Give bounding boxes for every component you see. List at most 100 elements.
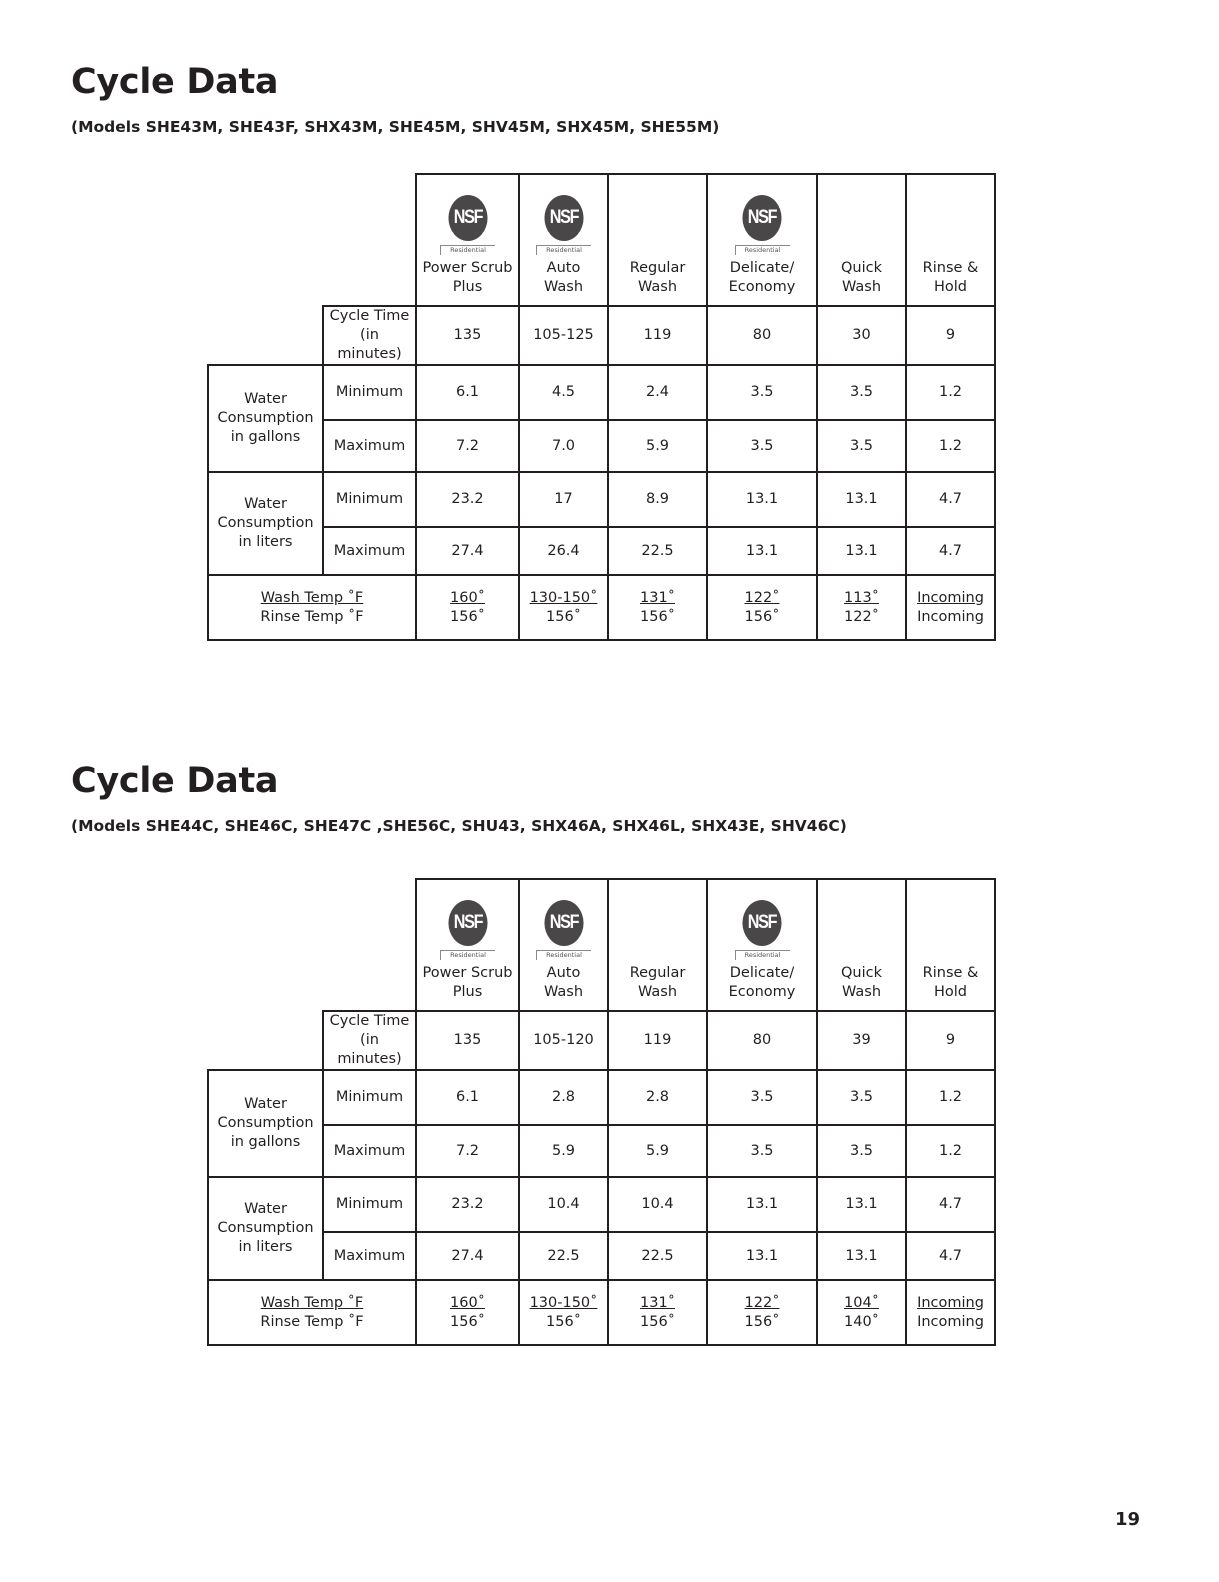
data-cell: 1.2 xyxy=(905,364,996,421)
data-cell: 6.1 xyxy=(415,1069,520,1126)
temp-label: Wash Temp ˚F Rinse Temp ˚F xyxy=(207,574,417,641)
data-cell: 3.5 xyxy=(816,364,907,421)
data-cell: 13.1 xyxy=(816,526,907,576)
data-cell: 30 xyxy=(816,305,907,366)
data-cell: 27.4 xyxy=(415,1231,520,1281)
cycle-data-table: NSF Residential Power Scrub Plus NSF Residen… xyxy=(207,878,996,1346)
data-cell: 105-120 xyxy=(518,1010,609,1071)
cycle-data-table: NSF Residential Power Scrub Plus NSF Residen… xyxy=(207,173,996,641)
data-cell: 13.1 xyxy=(816,1176,907,1233)
nsf-logo: NSF Residential xyxy=(520,195,607,255)
row-label: Minimum xyxy=(322,1069,417,1126)
temp-cell: Incoming Incoming xyxy=(905,1279,996,1346)
table-row: Water Consumption in liters Minimum 23.2 17… xyxy=(207,471,996,576)
data-cell: 7.2 xyxy=(415,419,520,473)
table-row: Maximum 7.2 5.9 5.9 3.5 3.5 1.2 xyxy=(208,1124,996,1178)
column-header: Quick Wash xyxy=(816,173,907,307)
header-row: NSF Residential Power Scrub Plus NSF Residen… xyxy=(208,173,996,307)
row-label: Cycle Time (in minutes) xyxy=(322,305,417,366)
data-cell: 5.9 xyxy=(518,1124,609,1178)
data-cell: 5.9 xyxy=(607,419,708,473)
temp-cell: 104˚ 140˚ xyxy=(816,1279,907,1346)
data-cell: 3.5 xyxy=(816,419,907,473)
data-cell: 135 xyxy=(415,305,520,366)
data-cell: 13.1 xyxy=(816,471,907,528)
data-cell: 4.5 xyxy=(518,364,609,421)
temp-cell: 130-150˚ 156˚ xyxy=(518,1279,609,1346)
models-subtitle: (Models SHE43M, SHE43F, SHX43M, SHE45M, … xyxy=(71,118,720,136)
data-cell: 4.7 xyxy=(905,471,996,528)
table-row: Maximum 27.4 26.4 22.5 13.1 13.1 4.7 xyxy=(208,526,996,576)
data-cell: 10.4 xyxy=(607,1176,708,1233)
row-label: Maximum xyxy=(322,526,417,576)
data-cell: 13.1 xyxy=(706,1231,818,1281)
data-cell: 22.5 xyxy=(607,526,708,576)
nsf-logo: NSF Residential xyxy=(417,195,518,255)
data-cell: 119 xyxy=(607,305,708,366)
models-subtitle: (Models SHE44C, SHE46C, SHE47C ,SHE56C, … xyxy=(71,817,847,835)
table-row: Maximum 27.4 22.5 22.5 13.1 13.1 4.7 xyxy=(208,1231,996,1281)
group-label: Water Consumption in gallons xyxy=(207,1069,324,1178)
data-cell: 9 xyxy=(905,1010,996,1071)
data-cell: 2.4 xyxy=(607,364,708,421)
data-cell: 7.0 xyxy=(518,419,609,473)
temp-cell: 122˚ 156˚ xyxy=(706,1279,818,1346)
data-cell: 1.2 xyxy=(905,1069,996,1126)
data-cell: 13.1 xyxy=(706,471,818,528)
data-cell: 3.5 xyxy=(816,1069,907,1126)
data-cell: 2.8 xyxy=(518,1069,609,1126)
data-cell: 13.1 xyxy=(706,1176,818,1233)
temp-cell: 113˚ 122˚ xyxy=(816,574,907,641)
data-cell: 3.5 xyxy=(706,1124,818,1178)
row-label: Minimum xyxy=(322,364,417,421)
nsf-logo: NSF Residential xyxy=(520,900,607,960)
data-cell: 2.8 xyxy=(607,1069,708,1126)
column-header: Quick Wash xyxy=(816,878,907,1012)
section-title: Cycle Data xyxy=(71,62,279,102)
table-row: Maximum 7.2 7.0 5.9 3.5 3.5 1.2 xyxy=(208,419,996,473)
temp-cell: 122˚ 156˚ xyxy=(706,574,818,641)
column-header: Rinse & Hold xyxy=(905,878,996,1012)
data-cell: 8.9 xyxy=(607,471,708,528)
nsf-logo: NSF Residential xyxy=(417,900,518,960)
nsf-logo: NSF Residential xyxy=(708,900,816,960)
table-row: Cycle Time (in minutes) 135 105-125 119 80 30… xyxy=(208,305,996,366)
page-number: 19 xyxy=(1115,1509,1141,1530)
data-cell: 4.7 xyxy=(905,526,996,576)
data-cell: 22.5 xyxy=(518,1231,609,1281)
data-cell: 13.1 xyxy=(816,1231,907,1281)
data-cell: 4.7 xyxy=(905,1176,996,1233)
row-label: Minimum xyxy=(322,471,417,528)
table-row: Water Consumption in gallons Minimum 6.1 4.… xyxy=(207,364,996,473)
data-cell: 1.2 xyxy=(905,1124,996,1178)
data-cell: 105-125 xyxy=(518,305,609,366)
column-header: NSF Residential Auto Wash xyxy=(518,173,609,307)
temp-cell: 131˚ 156˚ xyxy=(607,1279,708,1346)
data-cell: 26.4 xyxy=(518,526,609,576)
data-cell: 3.5 xyxy=(706,419,818,473)
column-header: Regular Wash xyxy=(607,173,708,307)
data-cell: 6.1 xyxy=(415,364,520,421)
column-header: NSF Residential Power Scrub Plus xyxy=(415,173,520,307)
table-row: Water Consumption in liters Minimum 23.2 10… xyxy=(207,1176,996,1281)
temp-cell: Incoming Incoming xyxy=(905,574,996,641)
table-row: Wash Temp ˚F Rinse Temp ˚F 160˚ 156˚ 130-150… xyxy=(207,574,996,641)
data-cell: 10.4 xyxy=(518,1176,609,1233)
nsf-logo: NSF Residential xyxy=(708,195,816,255)
data-cell: 4.7 xyxy=(905,1231,996,1281)
data-cell: 3.5 xyxy=(706,364,818,421)
temp-cell: 130-150˚ 156˚ xyxy=(518,574,609,641)
data-cell: 23.2 xyxy=(415,1176,520,1233)
column-header: Regular Wash xyxy=(607,878,708,1012)
group-label: Water Consumption in gallons xyxy=(207,364,324,473)
temp-cell: 160˚ 156˚ xyxy=(415,1279,520,1346)
data-cell: 5.9 xyxy=(607,1124,708,1178)
temp-label: Wash Temp ˚F Rinse Temp ˚F xyxy=(207,1279,417,1346)
table-row: Wash Temp ˚F Rinse Temp ˚F 160˚ 156˚ 130-150… xyxy=(207,1279,996,1346)
temp-cell: 131˚ 156˚ xyxy=(607,574,708,641)
row-label: Maximum xyxy=(322,1124,417,1178)
row-label: Maximum xyxy=(322,419,417,473)
data-cell: 27.4 xyxy=(415,526,520,576)
data-cell: 22.5 xyxy=(607,1231,708,1281)
data-cell: 17 xyxy=(518,471,609,528)
